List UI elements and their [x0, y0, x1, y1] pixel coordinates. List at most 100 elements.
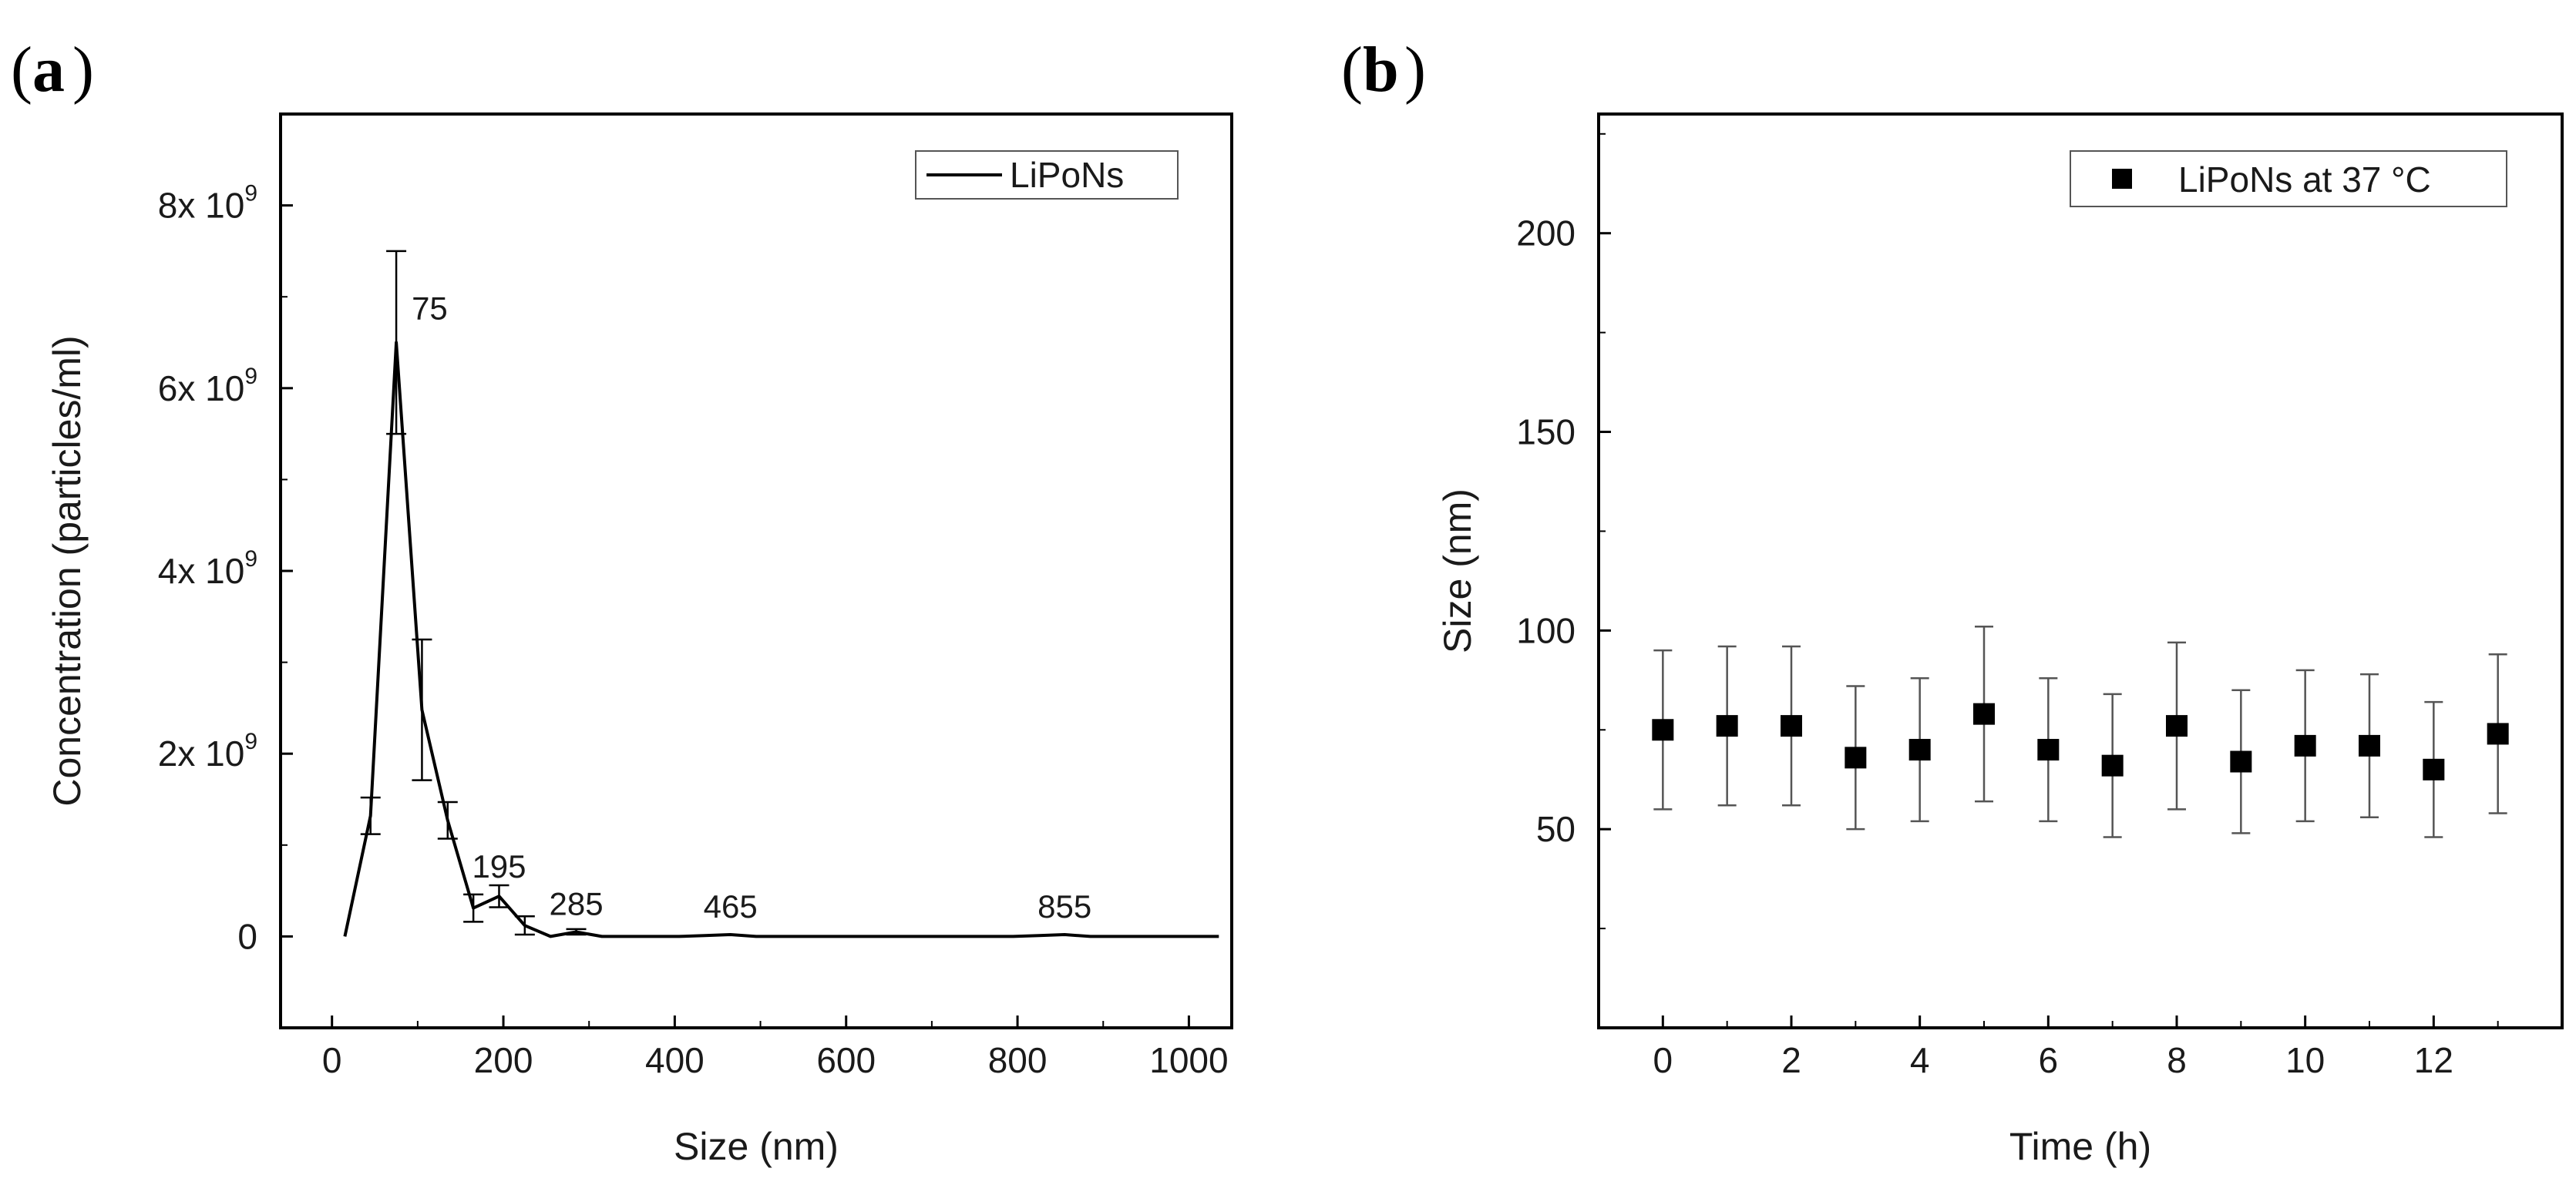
svg-text:): ): [72, 34, 94, 106]
marker-b: [2294, 734, 2316, 757]
data-point-b: [2230, 689, 2252, 834]
data-point-b: [1716, 645, 1738, 807]
legend-b: LiPoNs at 37 °C: [2070, 150, 2507, 207]
marker-b: [1716, 715, 1738, 737]
x-tick-label-b: 10: [2285, 1040, 2325, 1080]
axis-ticks-b: 0 2 4 6 8 10 12 50 100 150 200: [1516, 133, 2499, 1080]
y-tick-exponent: 9: [244, 729, 257, 754]
x-tick-label-a: 600: [816, 1040, 876, 1080]
marker-b: [1781, 715, 1802, 737]
marker-b: [2359, 734, 2380, 757]
peak-label-465: 465: [704, 888, 758, 925]
marker-b: [2230, 750, 2252, 773]
legend-label-lipons: LiPoNs: [1010, 155, 1124, 195]
y-tick-mantissa: 2x 10: [158, 733, 245, 774]
data-point-b: [2423, 700, 2445, 838]
series-line-lipons: [343, 341, 1219, 938]
peak-label-855: 855: [1037, 888, 1091, 925]
series-lipons: [343, 250, 1219, 938]
data-point-b: [2359, 673, 2380, 818]
y-tick-mantissa: 0: [237, 916, 257, 956]
data-point-b: [1973, 625, 1995, 803]
error-bar-a: [566, 928, 587, 936]
marker-b: [2101, 754, 2124, 777]
marker-b: [2037, 739, 2060, 761]
marker-b: [1652, 719, 1674, 741]
peak-label-75: 75: [412, 290, 448, 327]
y-tick-mantissa: 8x 10: [158, 186, 245, 226]
series-lipons-37c: [1652, 625, 2509, 838]
data-point-b: [2294, 669, 2316, 823]
error-bar-a: [514, 915, 535, 936]
marker-b: [1845, 747, 1867, 769]
error-bar-a: [412, 638, 432, 781]
y-tick-exponent: 9: [244, 181, 257, 206]
plot-frame-b: [1597, 112, 2564, 1029]
marker-b: [2487, 723, 2509, 745]
svg-text:b: b: [1363, 34, 1399, 106]
x-tick-label-a: 1000: [1149, 1040, 1228, 1080]
y-tick-exponent: 9: [244, 364, 257, 389]
legend-marker-lipons-37c: [2112, 169, 2132, 189]
x-tick-label-b: 0: [1653, 1040, 1673, 1080]
y-tick-label-b: 200: [1516, 213, 1576, 253]
svg-text:): ): [1404, 34, 1426, 106]
x-tick-label-b: 2: [1781, 1040, 1801, 1080]
marker-b: [2166, 715, 2188, 737]
x-tick-label-a: 400: [645, 1040, 705, 1080]
error-bar-a: [437, 801, 458, 840]
marker-b: [2423, 758, 2445, 780]
x-tick-label-b: 6: [2039, 1040, 2059, 1080]
error-bar-a: [386, 250, 407, 435]
marker-b: [1973, 703, 1995, 725]
svg-text:(: (: [11, 34, 32, 106]
data-point-b: [1845, 685, 1867, 831]
y-tick-exponent: 9: [244, 546, 257, 572]
x-tick-label-b: 12: [2414, 1040, 2453, 1080]
y-axis-label-b: Size (nm): [1436, 488, 1479, 653]
legend-a: LiPoNs: [915, 150, 1179, 200]
y-tick-label-a: 4x 109: [158, 546, 257, 591]
y-tick-mantissa: 6x 10: [158, 368, 245, 408]
data-point-b: [1908, 676, 1931, 823]
y-axis-label-a: Concentration (particles/ml): [45, 335, 89, 806]
y-tick-label-b: 150: [1516, 412, 1576, 452]
legend-label-lipons-37c: LiPoNs at 37 °C: [2178, 159, 2431, 200]
y-tick-label-a: 0: [237, 916, 257, 956]
svg-text:a: a: [32, 34, 65, 106]
error-bar-a: [463, 893, 484, 923]
x-tick-label-a: 800: [988, 1040, 1048, 1080]
y-tick-label-a: 8x 109: [158, 181, 257, 226]
data-point-b: [2101, 693, 2124, 838]
y-tick-mantissa: 4x 10: [158, 551, 245, 591]
data-point-b: [1652, 649, 1674, 811]
y-tick-label-b: 50: [1536, 809, 1576, 849]
x-tick-label-a: 0: [322, 1040, 342, 1080]
x-axis-label-b: Time (h): [2009, 1125, 2151, 1168]
y-tick-label-a: 6x 109: [158, 364, 257, 408]
marker-b: [1908, 739, 1931, 761]
error-bar-a: [489, 884, 509, 908]
legend-box-b: [2070, 150, 2507, 207]
peak-label-195: 195: [472, 848, 526, 885]
peak-annotations: 75 195 285 465 855: [412, 290, 1091, 925]
data-point-b: [2037, 676, 2060, 823]
data-point-b: [1781, 645, 1802, 807]
x-tick-label-a: 200: [474, 1040, 533, 1080]
y-tick-label-b: 100: [1516, 610, 1576, 650]
y-tick-label-a: 2x 109: [158, 729, 257, 774]
chart-panel-b: 0 2 4 6 8 10 12 50 100 150 200 LiPoNs at 37 °C Tim…: [1436, 112, 2564, 1168]
x-tick-label-b: 8: [2167, 1040, 2187, 1080]
data-point-b: [2487, 653, 2509, 814]
panel-label-b: ( b ): [1341, 34, 1426, 106]
peak-label-285: 285: [550, 885, 604, 921]
svg-text:(: (: [1341, 34, 1363, 106]
data-point-b: [2166, 641, 2188, 811]
x-axis-label-a: Size (nm): [674, 1125, 839, 1168]
x-tick-label-b: 4: [1910, 1040, 1930, 1080]
error-bar-a: [360, 796, 381, 835]
panel-label-a: ( a ): [11, 34, 94, 106]
